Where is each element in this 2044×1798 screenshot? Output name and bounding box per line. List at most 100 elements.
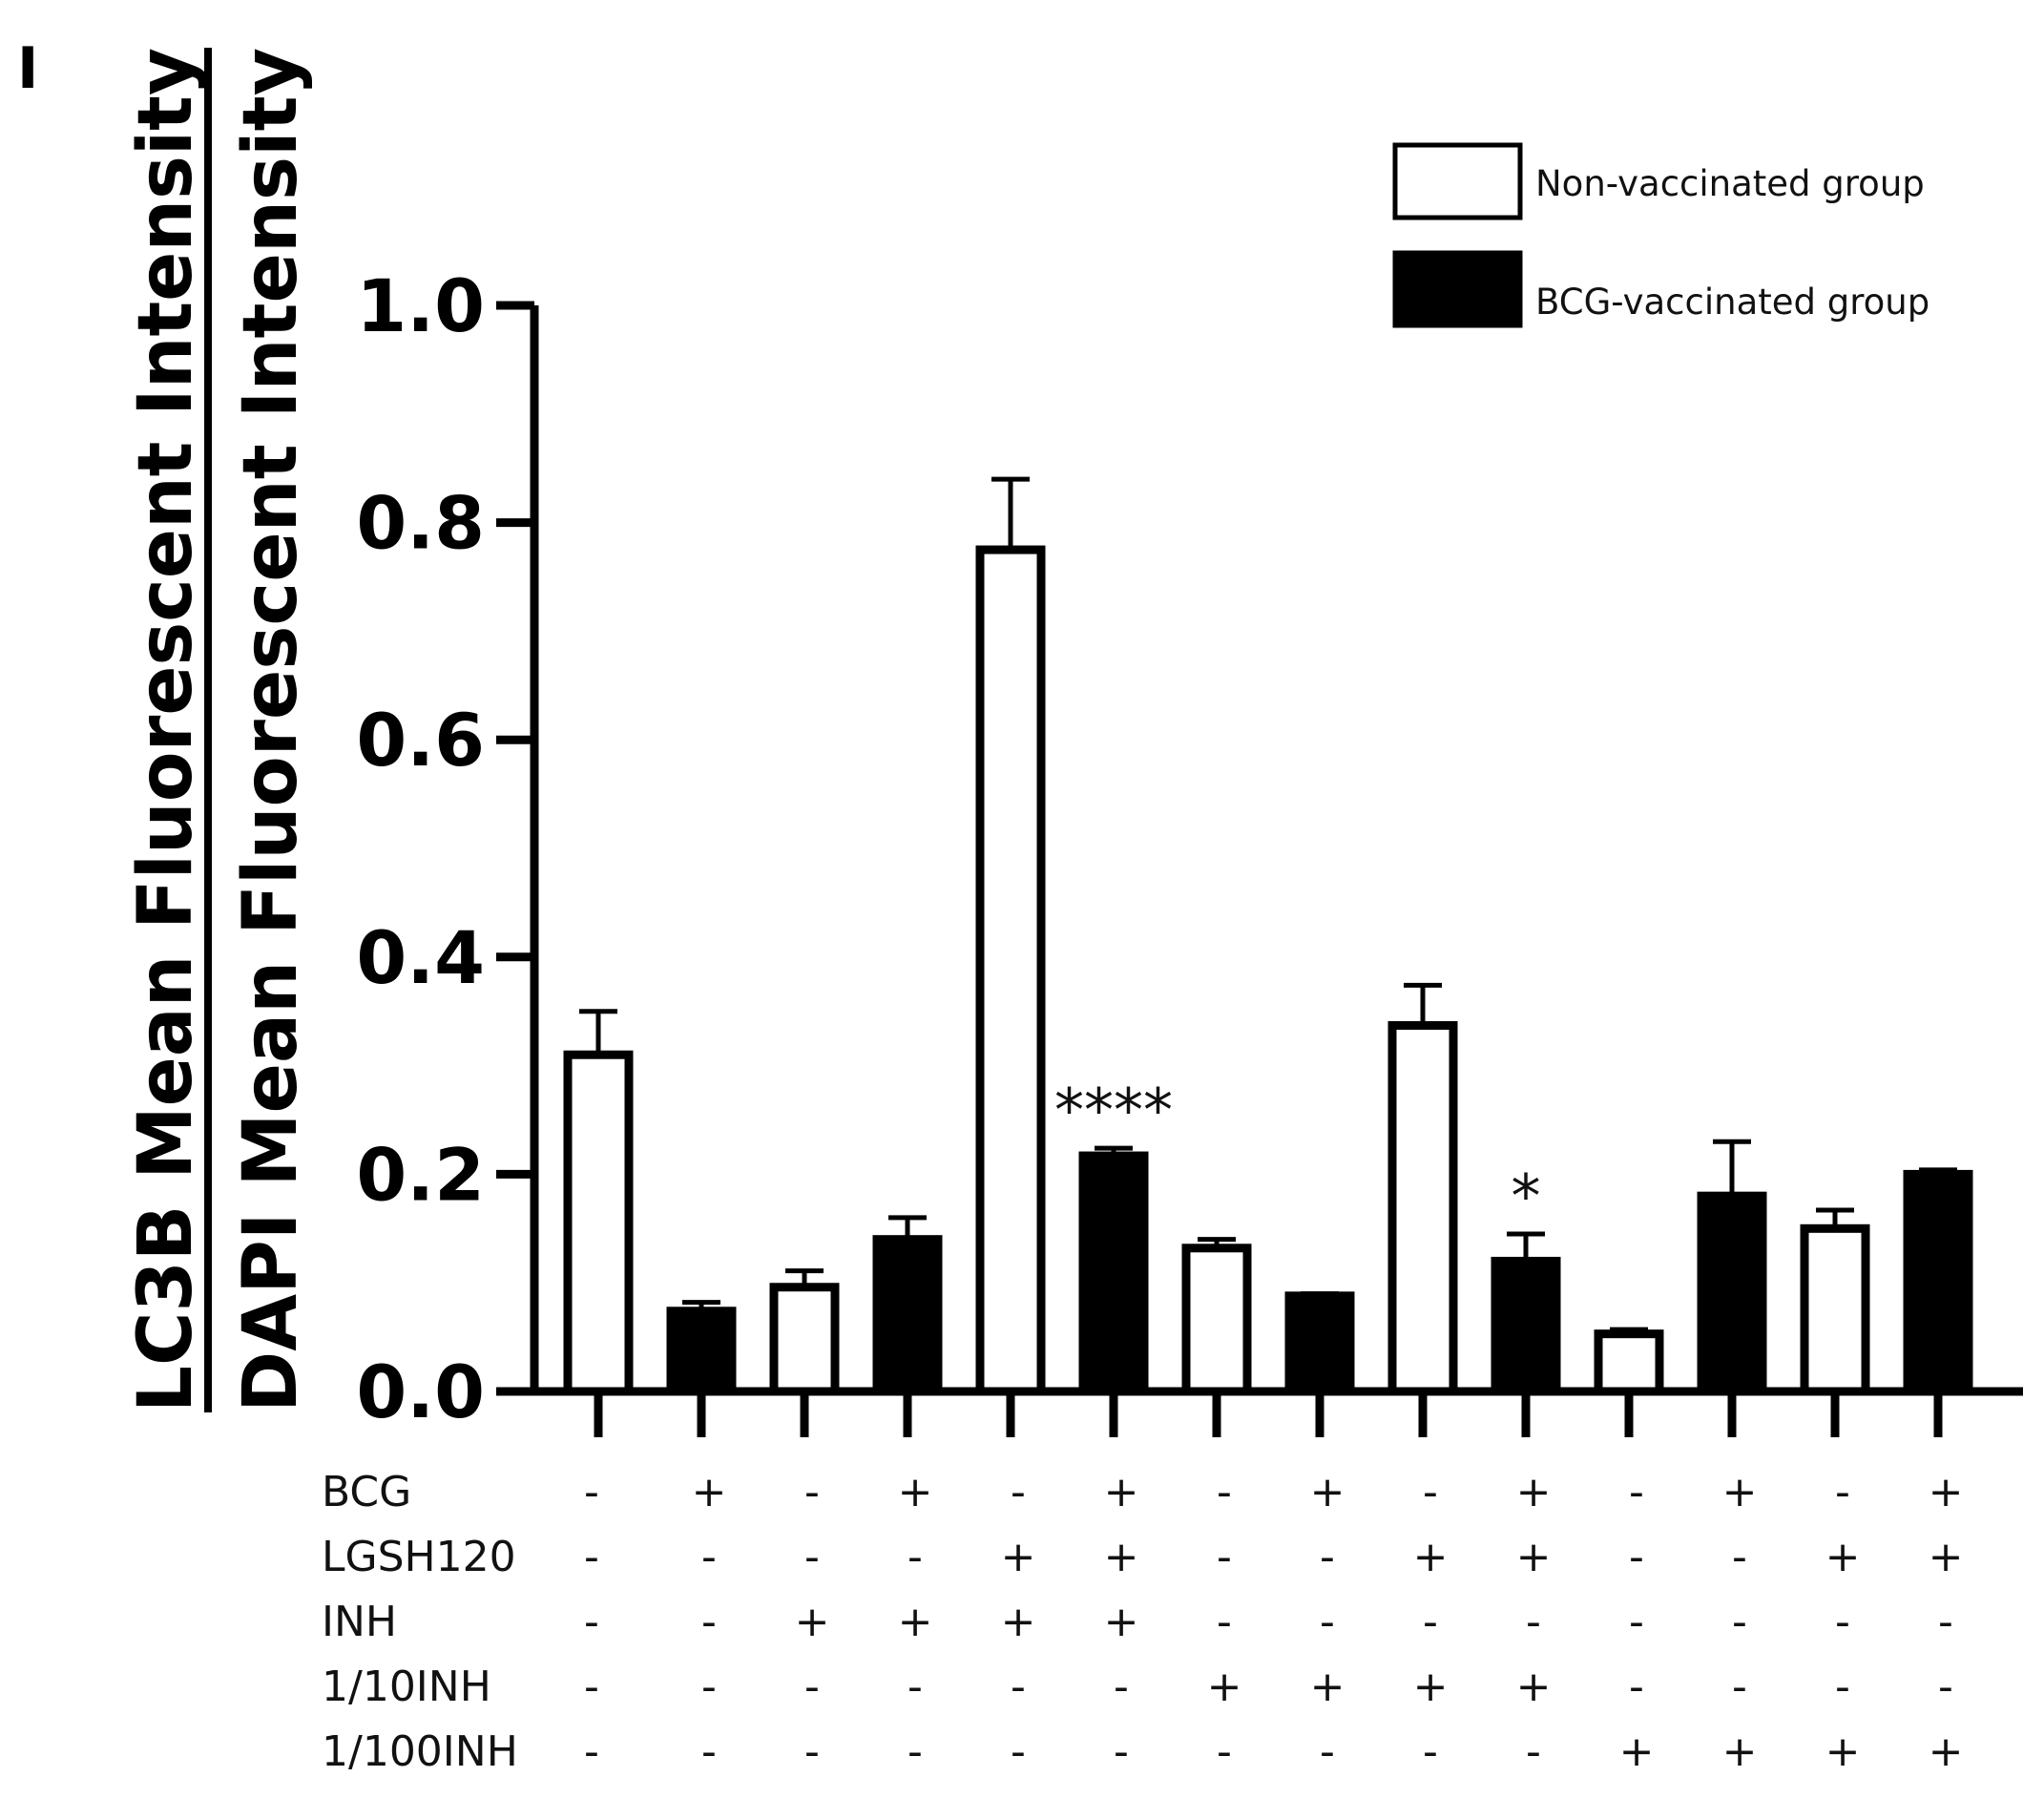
bar <box>769 1283 840 1396</box>
condition-mark: - <box>584 1727 599 1776</box>
condition-mark: - <box>1217 1533 1232 1581</box>
condition-mark: - <box>1732 1598 1747 1646</box>
bar <box>1903 1169 1973 1396</box>
condition-mark: - <box>907 1533 923 1581</box>
condition-mark: + <box>1516 1468 1552 1516</box>
condition-mark: + <box>1104 1533 1139 1581</box>
bar <box>872 1235 943 1396</box>
condition-mark: + <box>1104 1468 1139 1516</box>
y-tick-label: 1.0 <box>356 263 485 348</box>
legend-swatch-non-vaccinated <box>1392 142 1523 220</box>
significance-markers: ***** <box>1054 1076 1541 1231</box>
condition-mark: + <box>1413 1533 1449 1581</box>
condition-mark: - <box>701 1727 717 1776</box>
condition-row-label: 1/100INH <box>322 1727 518 1776</box>
bar <box>1697 1191 1767 1396</box>
condition-mark: - <box>907 1662 923 1711</box>
bar <box>563 1050 634 1396</box>
condition-mark: + <box>1516 1533 1552 1581</box>
bar <box>1284 1291 1355 1396</box>
significance-label: **** <box>1054 1076 1173 1145</box>
condition-mark: + <box>1207 1662 1242 1711</box>
condition-mark: - <box>701 1598 717 1646</box>
condition-mark: - <box>584 1533 599 1581</box>
condition-mark: - <box>1011 1662 1026 1711</box>
condition-mark: + <box>1516 1662 1552 1711</box>
legend: Non-vaccinated group BCG-vaccinated grou… <box>1392 142 1929 328</box>
panel-label: I <box>17 35 38 102</box>
y-tick-label: 0.6 <box>356 698 485 783</box>
condition-mark: - <box>701 1533 717 1581</box>
bar <box>1078 1151 1149 1396</box>
condition-mark: - <box>1526 1598 1541 1646</box>
condition-mark: + <box>1001 1533 1036 1581</box>
condition-mark: + <box>1413 1662 1449 1711</box>
condition-mark: + <box>1722 1727 1758 1776</box>
axes <box>530 305 2023 1396</box>
condition-row-label: 1/10INH <box>322 1662 491 1711</box>
condition-mark: - <box>1320 1533 1335 1581</box>
condition-mark: + <box>1929 1533 1964 1581</box>
condition-row-label: INH <box>322 1598 397 1646</box>
condition-mark: - <box>1011 1468 1026 1516</box>
condition-mark: - <box>1835 1662 1850 1711</box>
legend-swatch-bcg-vaccinated <box>1392 250 1523 328</box>
condition-mark: - <box>804 1727 820 1776</box>
condition-mark: + <box>1722 1468 1758 1516</box>
condition-mark: + <box>1825 1727 1861 1776</box>
condition-mark: - <box>1629 1533 1644 1581</box>
condition-mark: - <box>1114 1727 1129 1776</box>
condition-mark: - <box>1938 1598 1953 1646</box>
condition-mark: - <box>1320 1598 1335 1646</box>
condition-mark: - <box>1526 1727 1541 1776</box>
condition-mark: + <box>898 1468 933 1516</box>
condition-mark: - <box>584 1662 599 1711</box>
condition-mark: - <box>1835 1468 1850 1516</box>
y-tick-label: 0.0 <box>356 1349 485 1434</box>
condition-mark: + <box>1310 1662 1345 1711</box>
y-axis-label-denominator: DAPI Mean Fluorescent Intensity <box>228 48 314 1412</box>
condition-row-label: LGSH120 <box>322 1533 516 1581</box>
bar <box>666 1307 737 1396</box>
condition-mark: - <box>1423 1598 1438 1646</box>
bar <box>1181 1244 1252 1396</box>
condition-mark: - <box>804 1468 820 1516</box>
condition-mark: - <box>1320 1727 1335 1776</box>
condition-mark: - <box>1423 1468 1438 1516</box>
condition-mark: - <box>804 1533 820 1581</box>
y-tick-label: 0.2 <box>356 1132 485 1217</box>
condition-mark: - <box>1217 1727 1232 1776</box>
condition-mark: - <box>584 1598 599 1646</box>
bars <box>563 476 1973 1396</box>
y-axis-label-numerator: LC3B Mean Fluorescent Intensity <box>123 48 209 1412</box>
legend-label-bcg-vaccinated: BCG-vaccinated group <box>1535 282 1929 323</box>
condition-mark: - <box>1011 1727 1026 1776</box>
condition-mark: - <box>1217 1598 1232 1646</box>
x-ticks <box>594 1391 1943 1437</box>
bar <box>1491 1256 1561 1396</box>
condition-mark: + <box>692 1468 727 1516</box>
condition-mark: - <box>1217 1468 1232 1516</box>
condition-mark: - <box>701 1662 717 1711</box>
condition-mark: - <box>804 1662 820 1711</box>
significance-label: * <box>1512 1161 1541 1231</box>
condition-mark: + <box>1104 1598 1139 1646</box>
condition-mark: - <box>1732 1533 1747 1581</box>
bar <box>975 545 1046 1396</box>
condition-mark: + <box>1310 1468 1345 1516</box>
bar <box>1800 1223 1870 1396</box>
bar <box>1594 1329 1664 1396</box>
y-ticks: 0.0 0.2 0.4 0.6 0.8 1.0 <box>356 263 534 1434</box>
condition-mark: - <box>1835 1598 1850 1646</box>
y-tick-label: 0.8 <box>356 481 485 566</box>
condition-mark: + <box>1929 1468 1964 1516</box>
condition-mark: + <box>795 1598 830 1646</box>
legend-label-non-vaccinated: Non-vaccinated group <box>1535 163 1925 204</box>
condition-mark: + <box>1619 1727 1655 1776</box>
condition-mark: - <box>1629 1662 1644 1711</box>
condition-mark: - <box>1938 1662 1953 1711</box>
condition-mark: + <box>1825 1533 1861 1581</box>
condition-table: BCG - + - + - + - + - + - + - + LGSH120 - - - - + + - - + + - - + + IN… <box>322 1468 1963 1776</box>
condition-mark: - <box>907 1727 923 1776</box>
